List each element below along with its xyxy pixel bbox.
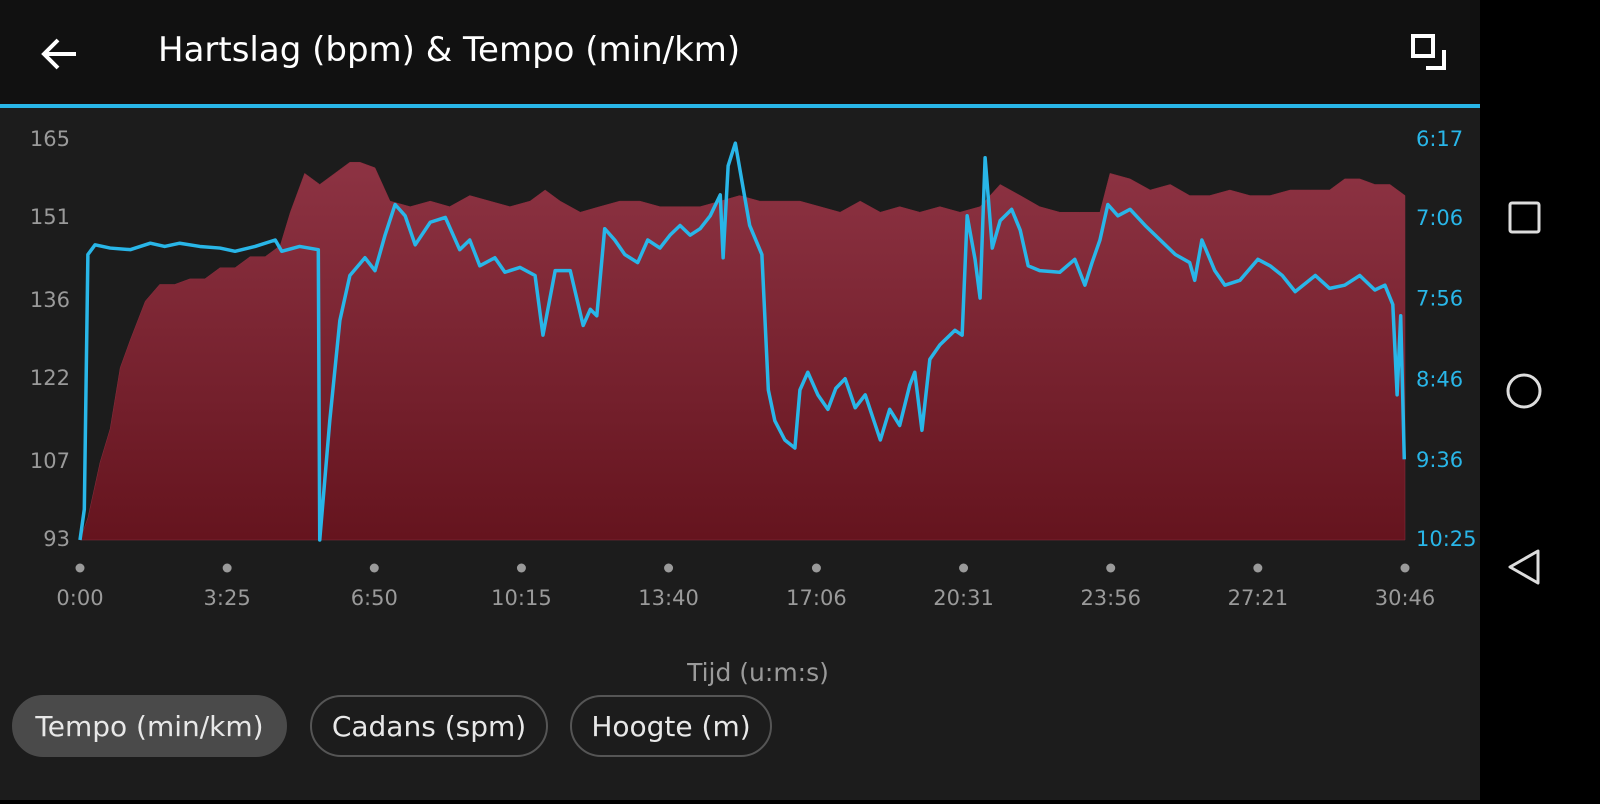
x-tick-label: 17:06	[786, 586, 847, 610]
y2-tick-label: 7:56	[1416, 287, 1463, 311]
x-tick-dot	[959, 563, 969, 573]
y2-tick-label: 6:17	[1416, 127, 1463, 151]
x-tick-label: 3:25	[204, 586, 251, 610]
back[interactable]	[1508, 549, 1540, 585]
x-tick-label: 13:40	[638, 586, 699, 610]
recent-apps[interactable]	[1508, 201, 1541, 234]
y-tick-label: 165	[30, 127, 70, 151]
home[interactable]	[1506, 373, 1542, 409]
y-tick-label: 122	[30, 366, 70, 390]
x-tick-label: 27:21	[1228, 586, 1289, 610]
back-button[interactable]	[38, 32, 82, 76]
nav-icons	[1506, 201, 1542, 585]
accent-line	[0, 104, 1480, 108]
x-tick-label: 30:46	[1375, 586, 1436, 610]
y-tick-label: 93	[43, 527, 70, 551]
x-tick-label: 10:15	[491, 586, 552, 610]
x-tick-dot	[1106, 563, 1116, 573]
filter-button[interactable]: Cadans (spm)	[310, 695, 548, 757]
x-tick-label: 20:31	[933, 586, 994, 610]
x-tick-dot	[1400, 563, 1410, 573]
title: Hartslag (bpm) & Tempo (min/km)	[158, 30, 741, 70]
x-tick-dot	[75, 563, 85, 573]
x-axis-label: Tijd (u:m:s)	[686, 658, 829, 687]
y-tick-label: 136	[30, 288, 70, 312]
filter-button[interactable]: Tempo (min/km)	[12, 695, 287, 757]
x-tick-label: 6:50	[351, 586, 398, 610]
app: Hartslag (bpm) & Tempo (min/km) 93 107 122…	[0, 0, 1480, 800]
filter-button[interactable]: Hoogte (m)	[570, 695, 772, 757]
fullscreen-button[interactable]	[1408, 32, 1452, 76]
x-tick-dot	[1253, 563, 1263, 573]
y-tick-label: 107	[30, 449, 70, 473]
y2-tick-label: 10:25	[1416, 527, 1477, 551]
y2-tick-label: 9:36	[1416, 448, 1463, 472]
chart: 93 107 122 136 151 165 6:17 7:06 7:56 8:46 9:36 10:…	[30, 127, 1477, 687]
x-tick-dot	[811, 563, 821, 573]
pace-line	[78, 141, 1407, 542]
heart-rate-area	[79, 161, 1406, 541]
y-tick-label: 151	[30, 205, 70, 229]
y2-tick-label: 7:06	[1416, 206, 1463, 230]
x-tick-dot	[369, 563, 379, 573]
nav-bar	[1480, 0, 1600, 800]
top-bar: Hartslag (bpm) & Tempo (min/km)	[0, 0, 1480, 108]
x-tick-dot	[516, 563, 526, 573]
x-tick-label: 0:00	[56, 586, 103, 610]
x-tick-dot	[222, 563, 232, 573]
y2-tick-label: 8:46	[1416, 367, 1463, 391]
x-tick-dot	[664, 563, 674, 573]
x-tick-label: 23:56	[1080, 586, 1141, 610]
